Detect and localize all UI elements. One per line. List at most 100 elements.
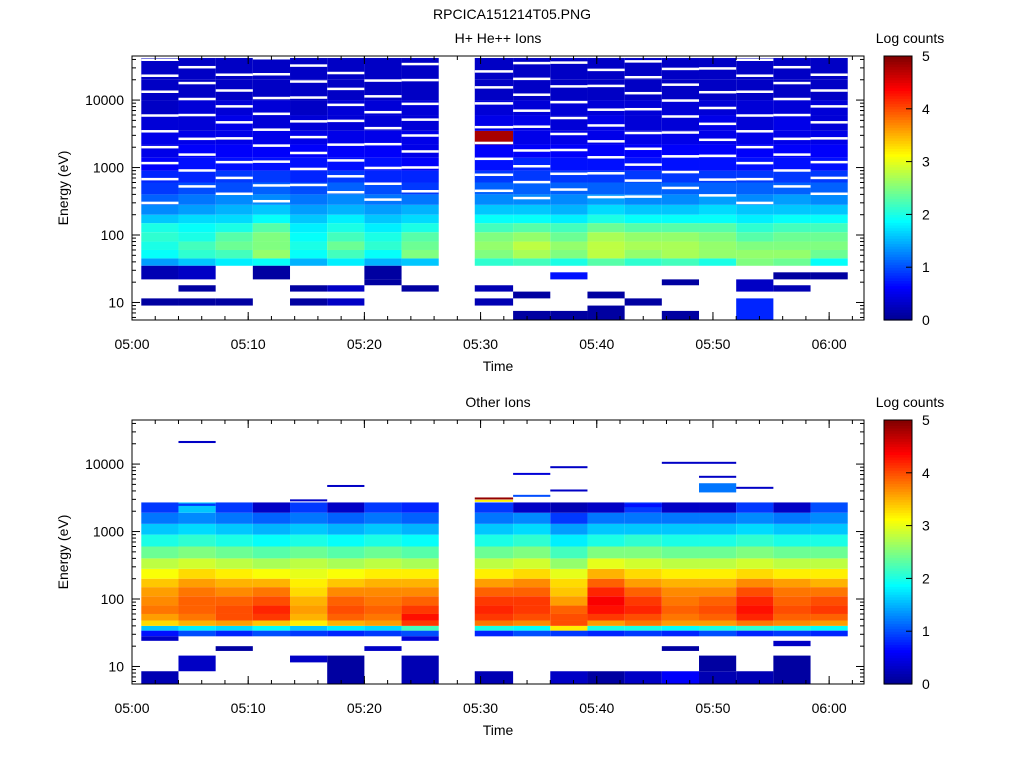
heatmap-point: [401, 655, 439, 684]
heatmap-cell: [736, 79, 774, 101]
heatmap-cell: [252, 605, 291, 614]
heatmap-point: [364, 646, 402, 651]
heatmap-cell: [141, 568, 179, 579]
heatmap-cell: [624, 605, 662, 614]
heatmap-cell: [736, 232, 774, 242]
colorbar-segment: [884, 180, 912, 184]
gap-line: [736, 74, 774, 77]
gap-line: [141, 130, 179, 133]
heatmap-cell: [178, 558, 216, 569]
heatmap-cell: [401, 115, 439, 131]
heatmap-cell: [513, 587, 551, 597]
heatmap-cell: [513, 115, 551, 131]
heatmap-cell: [513, 512, 551, 524]
heatmap-cell: [364, 605, 402, 614]
gap-line: [513, 165, 551, 168]
heatmap-point: [661, 671, 700, 684]
y-tick-label: 10: [108, 658, 124, 674]
heatmap-cell: [810, 241, 848, 250]
heatmap-cell: [773, 241, 811, 250]
heatmap-cell: [661, 204, 700, 215]
heatmap-cell: [699, 157, 737, 171]
gap-line: [215, 160, 253, 164]
y-tick-label: 1000: [93, 524, 124, 540]
heatmap-cell: [290, 512, 328, 524]
heatmap-cell: [215, 596, 253, 606]
heatmap-point: [141, 265, 179, 280]
heatmap-cell: [141, 182, 179, 195]
heatmap-cell: [773, 587, 811, 597]
gap-line: [252, 128, 291, 131]
heatmap-point: [810, 272, 848, 280]
heatmap-cell: [178, 249, 216, 259]
colorbar-segment: [884, 269, 912, 274]
gap-line: [364, 198, 402, 201]
y-tick-label: 1000: [93, 160, 124, 176]
heatmap-cell: [550, 625, 588, 631]
heatmap-cell: [178, 58, 216, 80]
heatmap-cell: [773, 546, 811, 559]
heatmap-cell: [810, 596, 848, 606]
colorbar-segment: [884, 261, 912, 266]
heatmap-cell: [587, 204, 625, 215]
y-tick-label: 10000: [85, 92, 124, 108]
heatmap-cell: [810, 502, 848, 513]
heatmap-cell: [215, 605, 253, 614]
heatmap-cell: [252, 79, 291, 101]
gap-line: [252, 144, 291, 147]
heatmap-cell: [252, 223, 291, 233]
heatmap-cell: [252, 170, 291, 183]
heatmap-cell: [327, 620, 365, 626]
heatmap-cell: [290, 578, 328, 588]
heatmap-cell: [513, 182, 551, 195]
heatmap-cell: [474, 182, 514, 195]
heatmap-cell: [327, 232, 365, 242]
heatmap-point: [624, 671, 662, 684]
heatmap-point: [141, 671, 179, 684]
heatmap-cell: [587, 625, 625, 631]
heatmap-cell: [290, 605, 328, 614]
colorbar-segment: [884, 217, 912, 221]
colorbar-segment: [884, 464, 912, 469]
heatmap-cell: [327, 502, 365, 513]
heatmap-cell: [252, 144, 291, 158]
gap-line: [699, 67, 737, 70]
heatmap-cell: [587, 605, 625, 614]
heatmap-cell: [699, 613, 737, 621]
gap-line: [215, 105, 253, 108]
heatmap-cell: [364, 232, 402, 242]
gap-line: [401, 150, 439, 153]
heatmap-cell: [587, 587, 625, 597]
heatmap-cell: [141, 546, 179, 559]
heatmap-cell: [699, 223, 737, 233]
colorbar-segment: [884, 512, 912, 516]
gap-line: [141, 90, 179, 93]
colorbar-segment: [884, 87, 912, 91]
heatmap-cell: [178, 502, 216, 513]
gap-line: [661, 155, 700, 158]
gap-line: [661, 131, 700, 134]
heatmap-cell: [699, 502, 737, 513]
gap-line: [699, 194, 737, 197]
heatmap-cell: [699, 568, 737, 579]
x-tick-label: 05:10: [231, 336, 266, 352]
colorbar-segment: [884, 596, 912, 601]
colorbar-tick-label: 1: [922, 259, 930, 275]
heatmap-cell: [661, 258, 700, 266]
heatmap-cell: [474, 620, 514, 626]
heatmap-cell: [252, 214, 291, 224]
heatmap-cell: [290, 249, 328, 259]
heatmap-cell: [252, 587, 291, 597]
heatmap-cell: [474, 170, 514, 183]
heatmap-cell: [290, 620, 328, 626]
heatmap-cell: [215, 558, 253, 569]
heatmap-cell: [661, 232, 700, 242]
gap-line: [290, 120, 328, 123]
heatmap-cell: [513, 241, 551, 250]
colorbar-segment: [884, 654, 912, 659]
heatmap-cell: [587, 232, 625, 242]
heatmap-point: [327, 298, 365, 306]
heatmap-cell: [252, 130, 291, 145]
heatmap-cell: [624, 630, 662, 637]
colorbar-segment: [884, 618, 912, 622]
